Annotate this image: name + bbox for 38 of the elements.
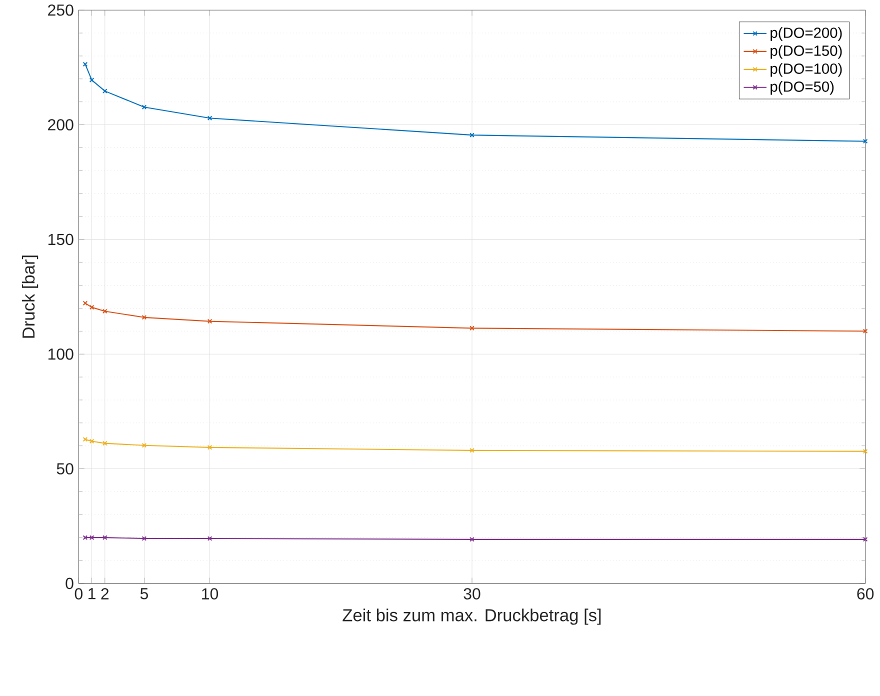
x-tick-label: 60 bbox=[857, 588, 874, 600]
y-tick-label: 100 bbox=[48, 348, 74, 360]
legend-label: p(DO=200) bbox=[770, 27, 842, 41]
y-tick-label: 200 bbox=[48, 119, 74, 131]
point bbox=[142, 104, 147, 110]
x-tick-label: 0 bbox=[74, 588, 82, 600]
y-tick-label: 150 bbox=[48, 234, 74, 246]
point bbox=[470, 326, 474, 331]
point bbox=[207, 445, 212, 450]
point bbox=[470, 132, 474, 138]
point bbox=[142, 315, 147, 320]
y-axis-title: Druck [bar] bbox=[22, 256, 38, 338]
x-tick-label: 10 bbox=[202, 588, 218, 600]
y-tick-label: 50 bbox=[56, 463, 74, 475]
point bbox=[89, 78, 94, 83]
point bbox=[470, 448, 474, 453]
x-tick-label: 1 bbox=[88, 588, 96, 600]
x-tick-label: 30 bbox=[464, 588, 480, 600]
legend-label: p(DO=100) bbox=[770, 63, 842, 77]
point bbox=[102, 440, 108, 446]
point bbox=[102, 535, 108, 540]
point bbox=[142, 443, 147, 448]
point bbox=[142, 536, 147, 542]
y-tick-label: 0 bbox=[66, 578, 74, 590]
point bbox=[89, 304, 94, 310]
point bbox=[207, 536, 212, 542]
x-axis-title: Zeit bis zum max. Druckbetrag [s] bbox=[342, 608, 601, 625]
x-tick-label: 2 bbox=[101, 588, 109, 600]
point bbox=[470, 537, 474, 542]
legend-label: p(DO=150) bbox=[770, 45, 842, 59]
point bbox=[102, 88, 108, 94]
y-tick-label: 250 bbox=[48, 4, 74, 16]
point bbox=[102, 308, 108, 314]
point bbox=[89, 438, 94, 444]
x-tick-label: 5 bbox=[140, 588, 148, 600]
point bbox=[207, 318, 212, 324]
point bbox=[207, 116, 212, 121]
legend-label: p(DO=50) bbox=[770, 81, 834, 95]
